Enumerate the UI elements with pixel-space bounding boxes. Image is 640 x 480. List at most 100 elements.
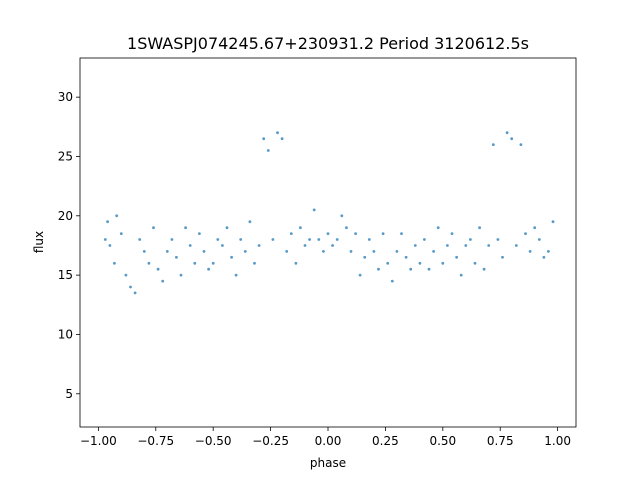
data-point: [459, 273, 463, 277]
data-point: [276, 131, 279, 135]
data-point: [266, 149, 270, 152]
data-point: [372, 250, 376, 253]
data-point: [184, 226, 188, 230]
data-point: [547, 250, 550, 253]
data-point: [243, 250, 247, 253]
data-point: [395, 250, 399, 253]
data-point: [551, 220, 555, 224]
data-point: [331, 244, 334, 247]
data-point: [533, 226, 537, 230]
data-point: [175, 255, 178, 259]
data-point: [524, 232, 527, 236]
y-axis-label: flux: [32, 231, 46, 253]
data-point: [248, 220, 252, 224]
data-point: [390, 279, 394, 283]
data-point: [234, 273, 238, 277]
data-point: [455, 255, 458, 259]
data-point: [358, 273, 362, 277]
data-point: [469, 238, 472, 241]
data-point: [473, 261, 477, 265]
data-point: [446, 244, 449, 247]
data-point: [436, 226, 440, 230]
x-axis: −1.00 −0.75 −0.50 −0.25 0.00 0.25 0.50 0.75 1.00: [80, 427, 571, 448]
data-point: [487, 244, 491, 247]
y-tick-label: 5: [65, 387, 73, 401]
data-point: [280, 137, 284, 141]
data-point: [349, 250, 353, 253]
data-point: [409, 267, 413, 271]
data-point: [225, 226, 229, 230]
data-point: [423, 238, 426, 241]
data-point: [170, 238, 174, 241]
data-point: [340, 214, 344, 218]
data-point: [207, 267, 211, 271]
data-point: [138, 238, 142, 241]
x-tick-label: −0.50: [195, 434, 232, 448]
data-point: [505, 131, 509, 135]
y-tick-label: 15: [58, 268, 73, 282]
data-point: [514, 244, 518, 247]
data-points: [103, 131, 555, 295]
data-point: [478, 226, 481, 230]
data-point: [312, 208, 316, 212]
data-point: [147, 261, 151, 265]
data-point: [108, 244, 112, 247]
data-point: [354, 232, 357, 236]
data-point: [129, 285, 132, 289]
y-tick-label: 25: [58, 149, 73, 163]
data-point: [198, 232, 201, 236]
x-tick-label: −0.75: [137, 434, 174, 448]
data-point: [326, 232, 330, 236]
data-point: [367, 238, 371, 241]
data-point: [262, 137, 266, 141]
data-point: [404, 255, 408, 259]
x-axis-label: phase: [310, 456, 346, 470]
data-point: [294, 261, 298, 265]
data-point: [221, 244, 224, 247]
data-point: [400, 232, 403, 236]
x-tick-label: 0.50: [429, 434, 456, 448]
data-point: [285, 250, 289, 253]
data-point: [335, 238, 339, 241]
plot-area: [79, 57, 577, 428]
data-point: [413, 244, 417, 247]
data-point: [124, 273, 128, 277]
data-point: [152, 226, 155, 230]
data-point: [216, 238, 220, 241]
data-point: [464, 244, 468, 247]
data-point: [253, 261, 256, 265]
data-point: [188, 244, 192, 247]
data-point: [193, 261, 197, 265]
data-point: [322, 250, 325, 253]
data-point: [441, 261, 445, 265]
data-point: [317, 238, 321, 241]
data-point: [381, 232, 385, 236]
x-tick-label: −1.00: [80, 434, 117, 448]
data-point: [165, 250, 169, 253]
data-point: [491, 143, 495, 147]
y-axis: 5 10 15 20 25 30: [58, 90, 80, 401]
data-point: [103, 238, 107, 241]
data-point: [542, 255, 546, 259]
x-tick-label: 0.00: [315, 434, 342, 448]
data-point: [156, 267, 160, 271]
x-tick-label: 0.25: [372, 434, 399, 448]
data-point: [230, 255, 234, 259]
data-point: [519, 143, 523, 147]
data-point: [142, 250, 146, 253]
data-point: [202, 250, 206, 253]
data-point: [450, 232, 454, 236]
data-point: [179, 273, 183, 277]
data-point: [239, 238, 243, 241]
chart-title: 1SWASPJ074245.67+230931.2 Period 3120612…: [127, 34, 529, 53]
data-point: [345, 226, 348, 230]
data-point: [427, 267, 431, 271]
x-tick-label: 1.00: [544, 434, 571, 448]
data-point: [271, 238, 275, 241]
data-point: [386, 261, 390, 265]
data-point: [482, 267, 486, 271]
data-point: [496, 238, 500, 241]
data-point: [418, 261, 422, 265]
